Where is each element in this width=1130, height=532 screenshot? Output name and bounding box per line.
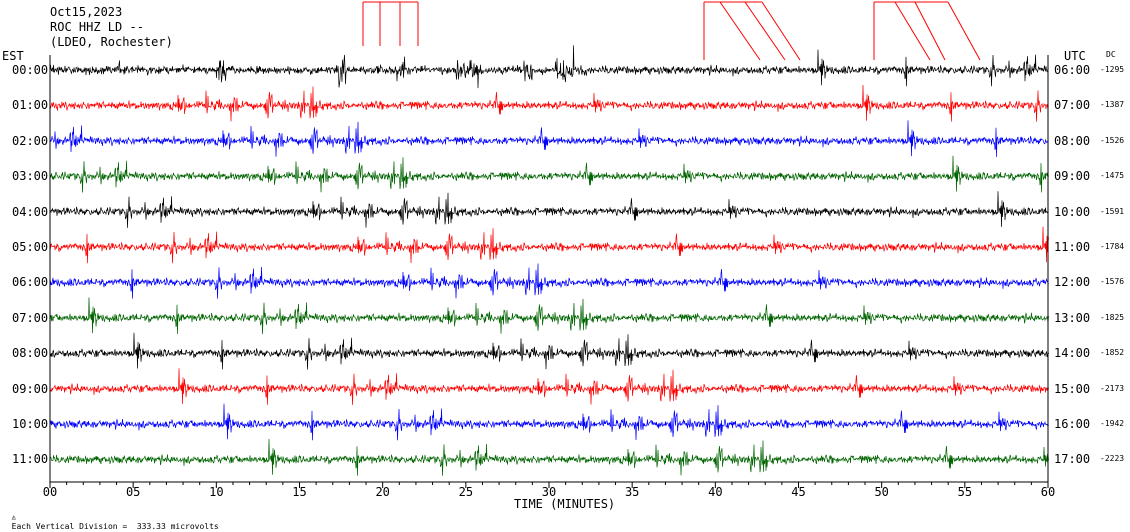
trace-row-0500 [49, 226, 1049, 264]
utc-label: 12:00 [1054, 275, 1091, 290]
utc-label: 09:00 [1054, 169, 1091, 184]
trace-row-0300 [49, 155, 1049, 193]
x-axis-label: TIME (MINUTES) [514, 497, 616, 511]
x-tick-label: 55 [958, 485, 972, 499]
est-label: 06:00 [12, 275, 49, 290]
trace-row-0400 [49, 191, 1049, 228]
utc-label: 07:00 [1054, 98, 1091, 113]
dc-value: -1784 [1100, 242, 1125, 251]
trace-row-0100 [49, 84, 1049, 122]
est-label: 05:00 [12, 240, 49, 254]
clip-marker-line [744, 1, 786, 61]
x-tick-label: 20 [375, 485, 389, 499]
header-station: ROC HHZ LD -- [50, 20, 144, 34]
est-label: 00:00 [12, 63, 49, 77]
est-label: 03:00 [12, 169, 49, 184]
est-label: 07:00 [12, 310, 49, 325]
clip-marker-line [719, 1, 761, 61]
est-label: 04:00 [12, 204, 49, 219]
clip-marker-line [914, 1, 946, 61]
trace-row-0200 [49, 120, 1049, 158]
dc-value: -1576 [1100, 277, 1125, 287]
trace-row-0800 [49, 332, 1049, 370]
trace-row-0600 [49, 263, 1049, 299]
right-timezone-label: UTC [1064, 49, 1086, 63]
trace-row-0700 [49, 297, 1049, 335]
plot-frame [49, 55, 1049, 483]
utc-label: 10:00 [1054, 204, 1091, 219]
header-date: Oct15,2023 [50, 5, 123, 19]
est-label: 08:00 [12, 346, 49, 361]
utc-label: 17:00 [1054, 452, 1091, 467]
dc-value: -1295 [1100, 65, 1125, 74]
dc-value: -1591 [1100, 206, 1125, 216]
utc-label: 16:00 [1054, 417, 1091, 431]
est-label: 11:00 [12, 452, 49, 467]
x-tick-label: 25 [459, 485, 473, 499]
x-tick-label: 45 [791, 485, 805, 499]
dc-value: -1852 [1100, 348, 1125, 358]
x-tick-label: 30 [542, 485, 556, 499]
dc-value: -2223 [1100, 454, 1125, 464]
footer-scale-text: Each Vertical Division = 333.33 microvol… [11, 522, 219, 531]
dc-value: -1387 [1100, 100, 1125, 110]
utc-label: 06:00 [1054, 63, 1091, 77]
clip-markers [362, 1, 981, 61]
est-label: 10:00 [12, 417, 49, 431]
x-tick-label: 05 [126, 485, 140, 499]
x-tick-label: 15 [292, 485, 306, 499]
helicorder-plot: 00 05 10 15 20 25 30 35 40 45 50 55 60 [43, 1, 1055, 499]
header-network: (LDEO, Rochester) [50, 35, 173, 49]
x-axis: 00 05 10 15 20 25 30 35 40 45 50 55 60 [43, 482, 1055, 499]
trace-row-0000 [49, 45, 1049, 89]
x-tick-label: 60 [1041, 485, 1055, 499]
dc-value: -2173 [1100, 383, 1125, 393]
est-label: 01:00 [12, 98, 49, 113]
est-label: 09:00 [12, 381, 49, 396]
dc-label: DC [1106, 50, 1116, 59]
utc-label: 15:00 [1054, 381, 1091, 396]
left-timezone-label: EST [2, 49, 24, 63]
dc-value: -1942 [1100, 419, 1125, 428]
x-tick-label: 00 [43, 485, 57, 499]
dc-value: -1825 [1100, 312, 1125, 322]
utc-label: 08:00 [1054, 133, 1091, 148]
trace-row-1100 [49, 438, 1049, 476]
dc-value: -1475 [1100, 171, 1125, 181]
x-tick-label: 10 [209, 485, 223, 499]
x-tick-label: 50 [874, 485, 888, 499]
footer-scale-note: ◬ Each Vertical Division = 333.33 microv… [2, 502, 219, 532]
trace-row-0900 [49, 368, 1049, 405]
clip-marker-line [947, 1, 981, 61]
x-tick-label: 35 [625, 485, 639, 499]
clip-marker-line [894, 1, 931, 61]
est-label: 02:00 [12, 133, 49, 148]
utc-label: 11:00 [1054, 240, 1091, 254]
utc-label: 13:00 [1054, 310, 1091, 325]
dc-value: -1526 [1100, 135, 1125, 145]
clip-marker-line [761, 1, 801, 61]
footer-mark-icon: ◬ [11, 513, 16, 521]
trace-row-1000 [49, 403, 1049, 441]
utc-label: 14:00 [1054, 346, 1091, 361]
seismic-traces [49, 45, 1049, 476]
x-tick-label: 40 [708, 485, 722, 499]
